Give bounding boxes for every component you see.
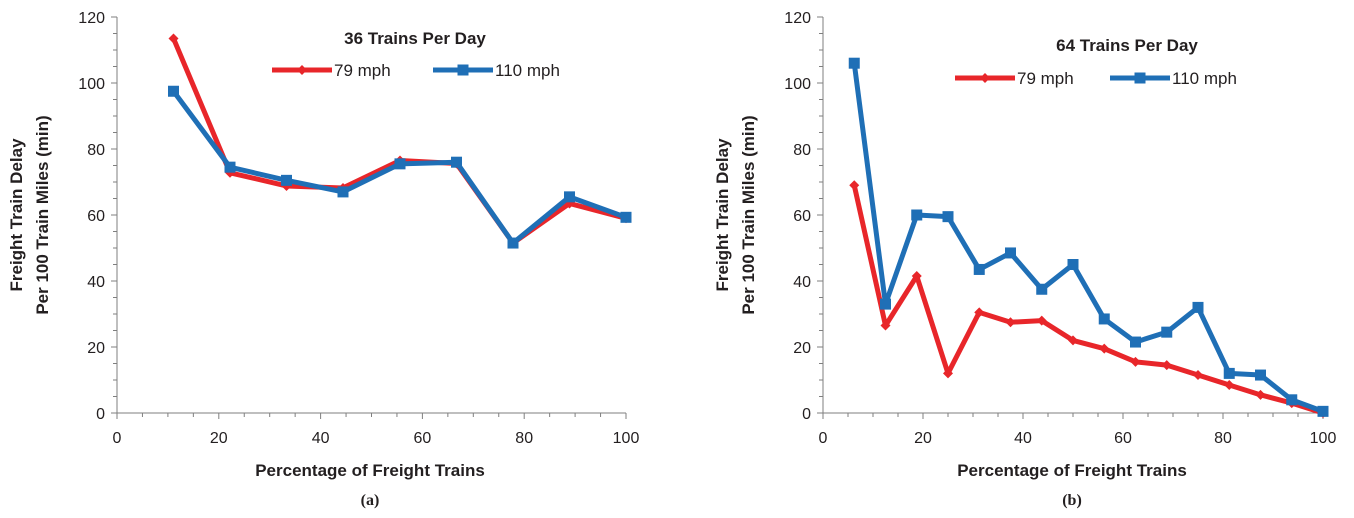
y-tick-label: 120: [78, 10, 105, 27]
x-tick-label: 100: [1310, 430, 1337, 447]
series-79-mph: [168, 33, 631, 249]
data-point: [943, 368, 953, 379]
legend-item: 79 mph: [955, 69, 1074, 88]
y-tick-label: 0: [802, 406, 811, 423]
data-point: [1130, 356, 1141, 367]
x-tick-label: 20: [210, 430, 228, 447]
x-tick-label: 60: [1114, 430, 1132, 447]
data-point: [911, 271, 922, 282]
y-tick-label: 100: [78, 76, 105, 93]
x-tick-label: 40: [312, 430, 330, 447]
x-tick-label: 100: [613, 430, 640, 447]
y-tick-label: 120: [784, 10, 811, 27]
data-point: [1067, 259, 1079, 270]
data-point: [1036, 315, 1047, 326]
data-point: [1098, 313, 1110, 325]
data-point: [1192, 301, 1204, 313]
x-tick-label: 80: [515, 430, 533, 447]
panel-label: (a): [361, 492, 380, 509]
data-point: [1161, 326, 1173, 338]
data-point: [620, 211, 632, 223]
data-point: [1286, 394, 1298, 406]
y-tick-label: 20: [793, 340, 811, 357]
legend-marker: [297, 65, 307, 75]
y-tick-label: 40: [87, 274, 105, 291]
data-point: [564, 191, 576, 203]
y-axis-title-line2: Per 100 Train Miles (min): [739, 115, 758, 314]
data-point: [848, 57, 860, 69]
data-point: [451, 156, 463, 168]
data-point: [974, 307, 985, 318]
chart-panel-b: 0 20 40 60 80 100 0 20 40 60 80 100 120 Percentage of…: [713, 10, 1336, 509]
data-point: [168, 33, 179, 44]
x-axis-title: Percentage of Freight Trains: [957, 461, 1187, 480]
data-point: [880, 298, 891, 310]
legend-label: 110 mph: [495, 61, 560, 80]
data-point: [849, 180, 860, 191]
data-point: [1317, 405, 1329, 417]
legend-marker: [980, 73, 990, 83]
x-tick-label: 0: [819, 430, 828, 447]
y-axis-title-line1: Freight Train Delay: [7, 138, 26, 292]
series-110-mph: [848, 57, 1329, 417]
data-point: [1099, 343, 1110, 354]
data-point: [1068, 335, 1078, 346]
data-point: [167, 85, 179, 97]
data-point: [973, 263, 985, 275]
y-tick-label: 100: [784, 76, 811, 93]
y-axis-title-line2: Per 100 Train Miles (min): [33, 115, 52, 314]
data-point: [224, 161, 236, 173]
x-tick-label: 0: [113, 430, 122, 447]
y-tick-label: 40: [793, 274, 811, 291]
data-point: [337, 186, 349, 198]
data-point: [1036, 283, 1048, 295]
legend-marker: [457, 64, 469, 76]
legend-label: 79 mph: [1017, 69, 1074, 88]
data-point: [1255, 389, 1266, 400]
series-line: [851, 184, 1324, 416]
data-point: [1224, 379, 1235, 390]
data-point: [1193, 370, 1203, 381]
data-point: [1130, 336, 1141, 348]
x-tick-label: 20: [914, 430, 932, 447]
panel-label: (b): [1062, 492, 1082, 509]
legend-marker: [1134, 72, 1146, 84]
y-tick-label: 60: [87, 208, 105, 225]
y-tick-label: 80: [793, 142, 811, 159]
data-point: [1223, 367, 1235, 379]
data-point: [942, 211, 954, 223]
data-point: [880, 320, 891, 331]
data-point: [911, 209, 923, 221]
y-tick-label: 60: [793, 208, 811, 225]
data-point: [507, 237, 519, 249]
series-line: [851, 62, 1324, 414]
series-110-mph: [167, 85, 632, 249]
data-point: [394, 158, 406, 170]
x-tick-label: 60: [414, 430, 432, 447]
chart-title: 36 Trains Per Day: [344, 29, 486, 48]
y-axis-title-line1: Freight Train Delay: [713, 138, 732, 292]
x-axis-title: Percentage of Freight Trains: [255, 461, 485, 480]
legend-label: 79 mph: [334, 61, 391, 80]
y-tick-label: 80: [87, 142, 105, 159]
data-point: [280, 174, 292, 186]
chart-panel-a: 0 20 40 60 80 100 0 20 40 60 80 100 120 Percentage of…: [7, 10, 639, 509]
legend-item: 110 mph: [433, 61, 560, 80]
x-tick-label: 80: [1214, 430, 1232, 447]
y-tick-label: 20: [87, 340, 105, 357]
data-point: [1005, 247, 1016, 259]
data-point: [1255, 369, 1266, 381]
chart-title: 64 Trains Per Day: [1056, 36, 1198, 55]
x-tick-label: 40: [1014, 430, 1032, 447]
legend-item: 79 mph: [272, 61, 391, 80]
data-point: [1005, 317, 1016, 328]
data-point: [1161, 360, 1172, 371]
y-tick-label: 0: [96, 406, 105, 423]
legend-label: 110 mph: [1172, 69, 1237, 88]
legend-item: 110 mph: [1110, 69, 1237, 88]
